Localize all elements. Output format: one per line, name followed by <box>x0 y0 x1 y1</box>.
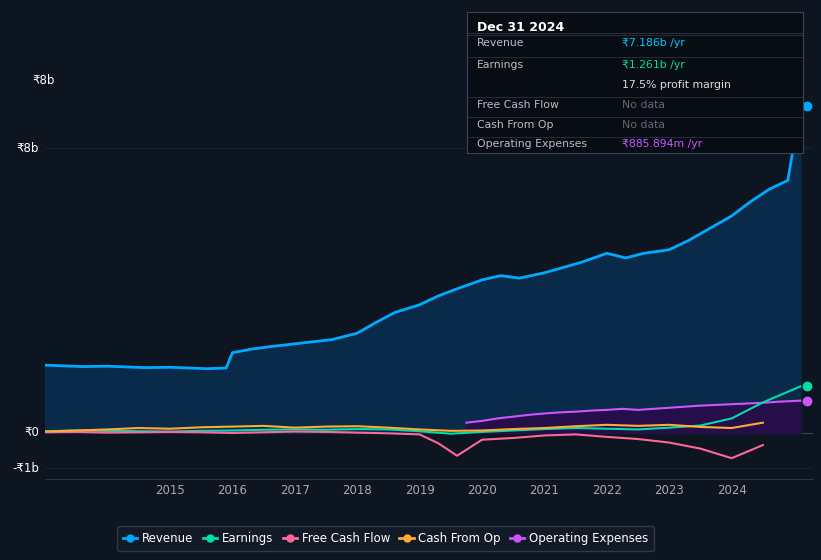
Text: ₹885.894m /yr: ₹885.894m /yr <box>621 139 702 150</box>
Text: ₹8b: ₹8b <box>33 74 55 87</box>
Text: Dec 31 2024: Dec 31 2024 <box>477 21 565 34</box>
Text: Cash From Op: Cash From Op <box>477 120 553 129</box>
Text: ₹1.261b /yr: ₹1.261b /yr <box>621 60 685 71</box>
Text: -₹1b: -₹1b <box>12 461 39 475</box>
Text: Revenue: Revenue <box>477 38 525 48</box>
Text: Free Cash Flow: Free Cash Flow <box>477 100 559 110</box>
Text: ₹8b: ₹8b <box>16 142 39 155</box>
Text: ₹7.186b /yr: ₹7.186b /yr <box>621 38 685 48</box>
Legend: Revenue, Earnings, Free Cash Flow, Cash From Op, Operating Expenses: Revenue, Earnings, Free Cash Flow, Cash … <box>117 526 654 551</box>
Text: ₹0: ₹0 <box>24 426 39 439</box>
Text: Earnings: Earnings <box>477 60 525 71</box>
Text: No data: No data <box>621 120 665 129</box>
Text: 17.5% profit margin: 17.5% profit margin <box>621 80 731 90</box>
Text: No data: No data <box>621 100 665 110</box>
Text: Operating Expenses: Operating Expenses <box>477 139 587 150</box>
